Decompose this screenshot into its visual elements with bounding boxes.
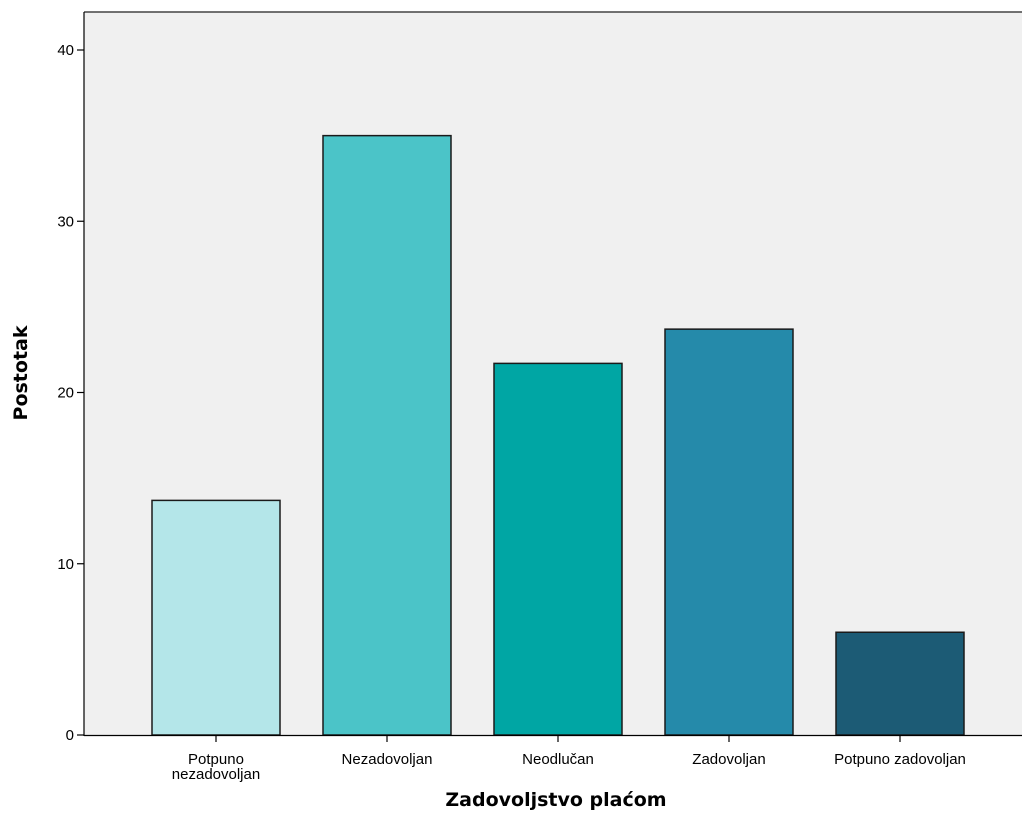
- x-tick-label: Neodlučan: [522, 751, 594, 768]
- bar: [322, 134, 452, 736]
- bar: [151, 499, 281, 736]
- x-tick-label: Nezadovoljan: [342, 751, 433, 768]
- y-tick-label: 10: [57, 556, 74, 573]
- x-tick-label-line: Nezadovoljan: [342, 751, 433, 768]
- y-tick-label: 20: [57, 385, 74, 402]
- y-ticks: 0 10 20 30 40: [57, 42, 84, 744]
- y-tick-label: 40: [57, 42, 74, 59]
- y-tick-label: 0: [66, 727, 74, 744]
- y-tick-label: 30: [57, 213, 74, 230]
- x-tick-label-line: Zadovoljan: [692, 751, 765, 768]
- x-tick-label-line: Potpuno zadovoljan: [834, 751, 966, 768]
- y-axis-title: Postotak: [10, 325, 32, 420]
- x-tick-label-line: Neodlučan: [522, 751, 594, 768]
- x-tick-label: Potpuno zadovoljan: [834, 751, 966, 768]
- x-tick-label: Potpuno nezadovoljan: [172, 751, 260, 783]
- bar: [835, 631, 965, 736]
- x-tick-label: Zadovoljan: [692, 751, 765, 768]
- x-tick-labels: Potpuno nezadovoljan Nezadovoljan Neodlučan…: [172, 735, 966, 783]
- bar: [493, 362, 623, 736]
- bar: [664, 328, 794, 736]
- x-axis-title: Zadovoljstvo plaćom: [445, 789, 666, 811]
- x-tick-label-line: Potpuno: [188, 751, 244, 768]
- x-tick-label-line: nezadovoljan: [172, 766, 260, 783]
